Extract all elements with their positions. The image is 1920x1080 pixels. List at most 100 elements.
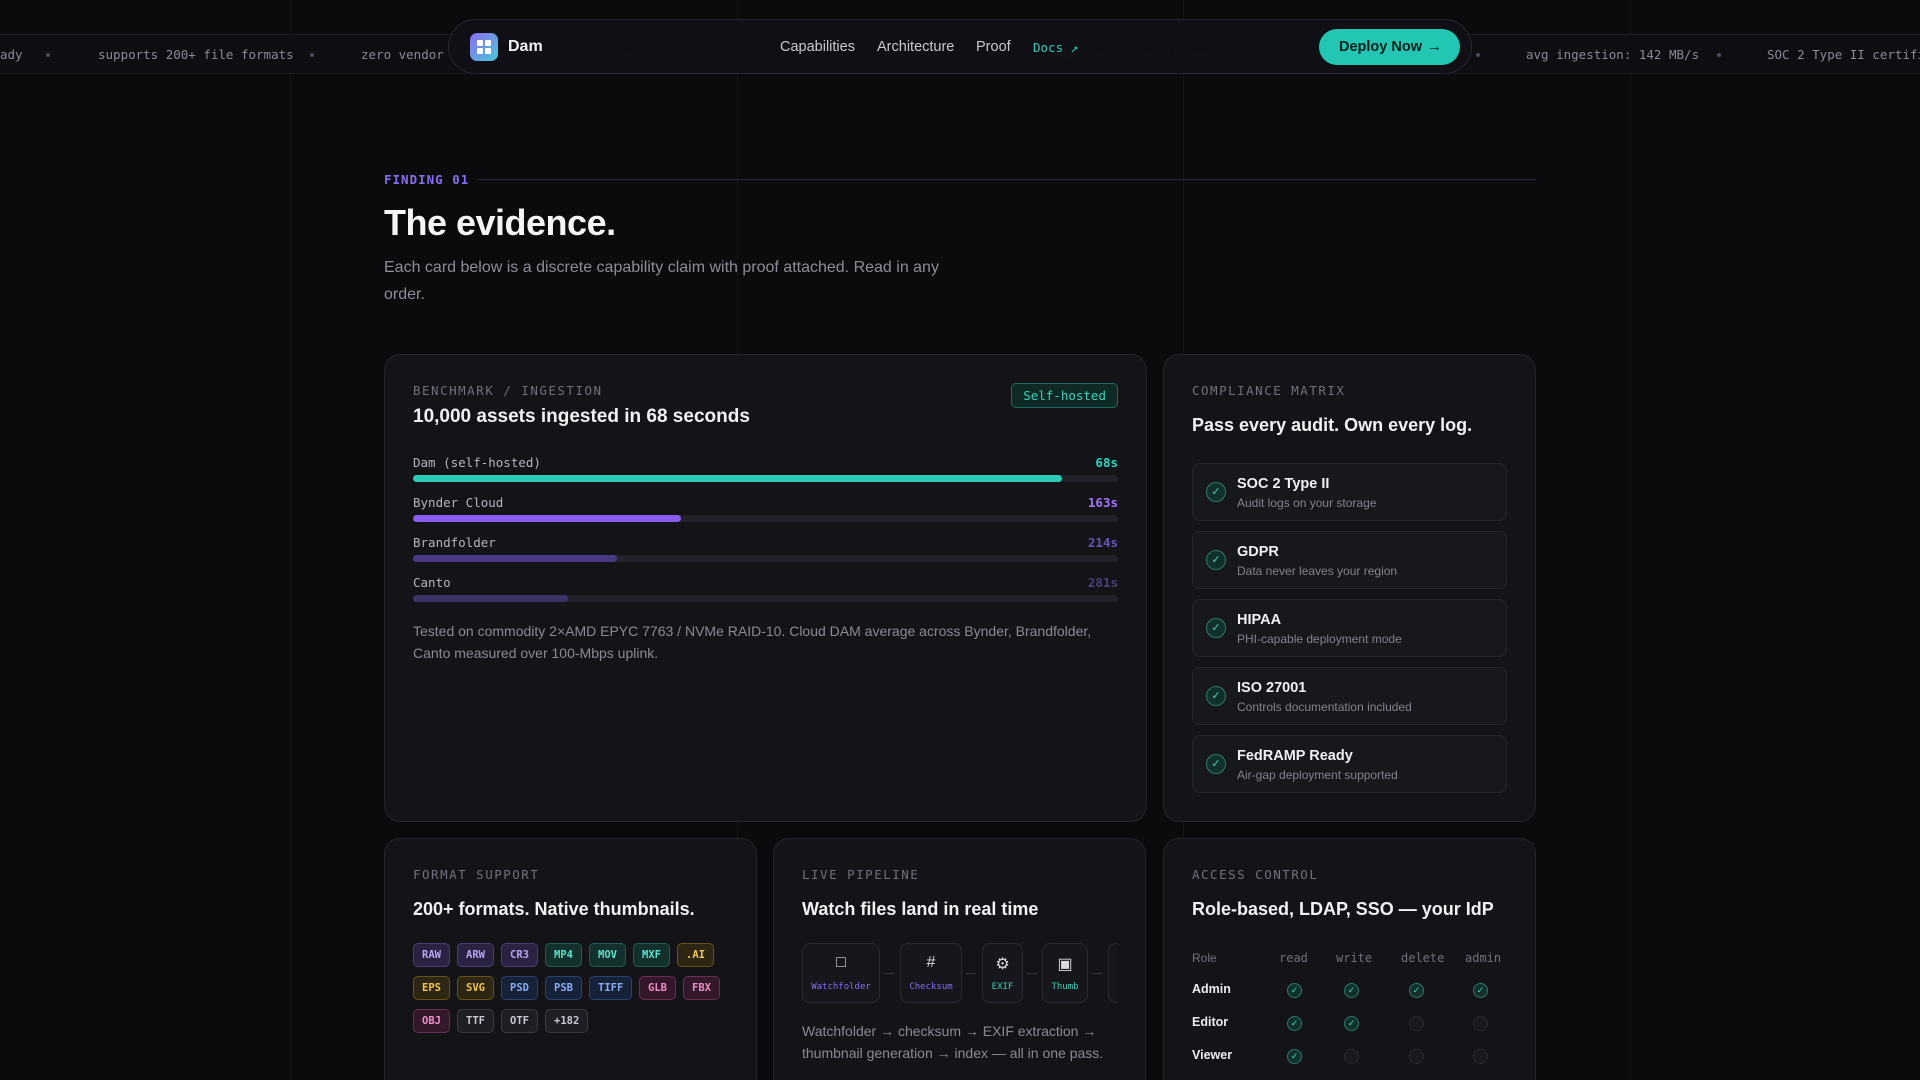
compliance-desc: Controls documentation included xyxy=(1237,700,1412,714)
acl-column-header: read xyxy=(1279,951,1308,965)
permission-granted-icon: ✓ xyxy=(1287,1049,1302,1064)
pipeline-desc: Watchfolder → checksum → EXIF extraction… xyxy=(802,1023,1104,1061)
ticker-item: SOC 2 Type II certified xyxy=(1767,47,1920,62)
benchmark-bar-fill xyxy=(413,595,569,602)
pipeline-connector xyxy=(1027,973,1037,974)
watchfolder-icon: □ xyxy=(836,954,846,971)
permission-denied-icon: · xyxy=(1473,1016,1488,1031)
format-chip: PSB xyxy=(545,976,582,1000)
permission-granted-icon: ✓ xyxy=(1344,983,1359,998)
format-chip: .AI xyxy=(677,943,714,967)
logo-icon[interactable] xyxy=(470,33,498,61)
pipeline-step: □ Watchfolder xyxy=(802,943,880,1003)
ticker-item: zero vendor xyxy=(361,47,444,62)
section-title: The evidence. xyxy=(384,202,616,243)
pipeline-step-label: EXIF xyxy=(991,982,1014,992)
acl-role-editor: Editor xyxy=(1192,1015,1229,1029)
compliance-label: COMPLIANCE MATRIX xyxy=(1192,383,1346,398)
section-subtitle: Each card below is a discrete capability… xyxy=(384,259,939,303)
checksum-icon: # xyxy=(926,954,936,971)
permission-denied-icon: · xyxy=(1409,1049,1424,1064)
benchmark-note: Tested on commodity 2×AMD EPYC 7763 / NV… xyxy=(413,623,1092,661)
format-chip: TIFF xyxy=(589,976,633,1000)
format-chip: MP4 xyxy=(545,943,582,967)
benchmark-bar-fill xyxy=(413,515,681,522)
ticker-item: ady xyxy=(0,47,23,62)
acl-column-header: Role xyxy=(1192,951,1217,965)
format-chip: CR3 xyxy=(501,943,538,967)
benchmark-bar-track xyxy=(413,555,1118,562)
compliance-name: ISO 27001 xyxy=(1237,680,1307,696)
benchmark-name: Canto xyxy=(413,575,451,590)
format-chip: +182 xyxy=(545,1009,589,1033)
compliance-name: HIPAA xyxy=(1237,612,1282,628)
benchmark-bar-fill xyxy=(413,475,1062,482)
exif-icon: ⚙ xyxy=(995,956,1010,973)
benchmark-row: Brandfolder 214s xyxy=(413,535,1118,569)
access-card: ACCESS CONTROL Role-based, LDAP, SSO — y… xyxy=(1163,838,1536,1080)
benchmark-value: 214s xyxy=(1087,535,1118,550)
pipeline-step: ▣ Thumb xyxy=(1042,943,1088,1003)
benchmark-label: BENCHMARK / INGESTION xyxy=(413,383,603,398)
acl-role-admin: Admin xyxy=(1192,982,1231,996)
compliance-name: SOC 2 Type II xyxy=(1237,476,1330,492)
benchmark-name: Brandfolder xyxy=(413,535,496,550)
pipeline-title: Watch files land in real time xyxy=(802,899,1039,919)
pipeline-connector xyxy=(1092,973,1102,974)
pipeline-step-label: Checksum xyxy=(909,982,953,992)
pipeline-step-label: Watchfolder xyxy=(811,982,871,992)
deploy-now-button[interactable]: Deploy Now → xyxy=(1319,29,1460,65)
pipeline-step-label: I xyxy=(1109,982,1117,992)
compliance-desc: Data never leaves your region xyxy=(1237,564,1398,578)
benchmark-name: Dam (self-hosted) xyxy=(413,455,541,470)
format-label: FORMAT SUPPORT xyxy=(413,867,540,882)
brand-name[interactable]: Dam xyxy=(508,38,543,55)
pipeline-step: # Checksum xyxy=(900,943,962,1003)
check-icon: ✓ xyxy=(1206,618,1226,638)
nav-link-capabilities[interactable]: Capabilities xyxy=(780,39,855,55)
compliance-name: FedRAMP Ready xyxy=(1237,748,1353,764)
benchmark-name: Bynder Cloud xyxy=(413,495,504,510)
format-chip: ARW xyxy=(457,943,494,967)
permission-granted-icon: ✓ xyxy=(1344,1016,1359,1031)
benchmark-title: 10,000 assets ingested in 68 seconds xyxy=(413,406,750,427)
compliance-desc: Audit logs on your storage xyxy=(1237,496,1377,510)
benchmark-bar-track xyxy=(413,595,1118,602)
format-chip: PSD xyxy=(501,976,538,1000)
format-chip: TTF xyxy=(457,1009,494,1033)
guide-line xyxy=(290,0,291,1080)
compliance-desc: PHI-capable deployment mode xyxy=(1237,632,1402,646)
benchmark-bar-fill xyxy=(413,555,618,562)
compliance-card: COMPLIANCE MATRIX Pass every audit. Own … xyxy=(1163,354,1536,822)
benchmark-row: Dam (self-hosted) 68s xyxy=(413,455,1118,489)
benchmark-bar-track xyxy=(413,515,1118,522)
benchmark-bar-track xyxy=(413,475,1118,482)
compliance-name: GDPR xyxy=(1237,544,1279,560)
compliance-item: ✓ GDPR Data never leaves your region xyxy=(1192,531,1507,589)
section-eyebrow: FINDING 01 xyxy=(384,172,470,187)
permission-granted-icon: ✓ xyxy=(1287,983,1302,998)
permission-denied-icon: · xyxy=(1409,1016,1424,1031)
format-chip: MXF xyxy=(633,943,670,967)
format-chip: OTF xyxy=(501,1009,538,1033)
benchmark-row: Bynder Cloud 163s xyxy=(413,495,1118,529)
access-title: Role-based, LDAP, SSO — your IdP xyxy=(1192,899,1494,919)
nav-link-architecture[interactable]: Architecture xyxy=(877,39,955,55)
ticker-separator xyxy=(1476,53,1480,57)
benchmark-value: 68s xyxy=(1095,455,1118,470)
benchmark-value: 281s xyxy=(1087,575,1118,590)
acl-column-header: delete xyxy=(1401,951,1445,965)
format-chip: SVG xyxy=(457,976,494,1000)
guide-line xyxy=(1630,0,1631,1080)
permission-granted-icon: ✓ xyxy=(1473,983,1488,998)
format-chip: EPS xyxy=(413,976,450,1000)
compliance-item: ✓ FedRAMP Ready Air-gap deployment support… xyxy=(1192,735,1507,793)
ticker-separator xyxy=(310,53,314,57)
format-title: 200+ formats. Native thumbnails. xyxy=(413,899,695,919)
format-chip: RAW xyxy=(413,943,450,967)
acl-column-header: admin xyxy=(1465,951,1502,965)
nav-link-proof[interactable]: Proof xyxy=(976,39,1011,55)
format-chip: MOV xyxy=(589,943,626,967)
nav-link-docs[interactable]: Docs ↗ xyxy=(1033,40,1079,55)
arrow-right-icon: → xyxy=(1427,38,1442,55)
